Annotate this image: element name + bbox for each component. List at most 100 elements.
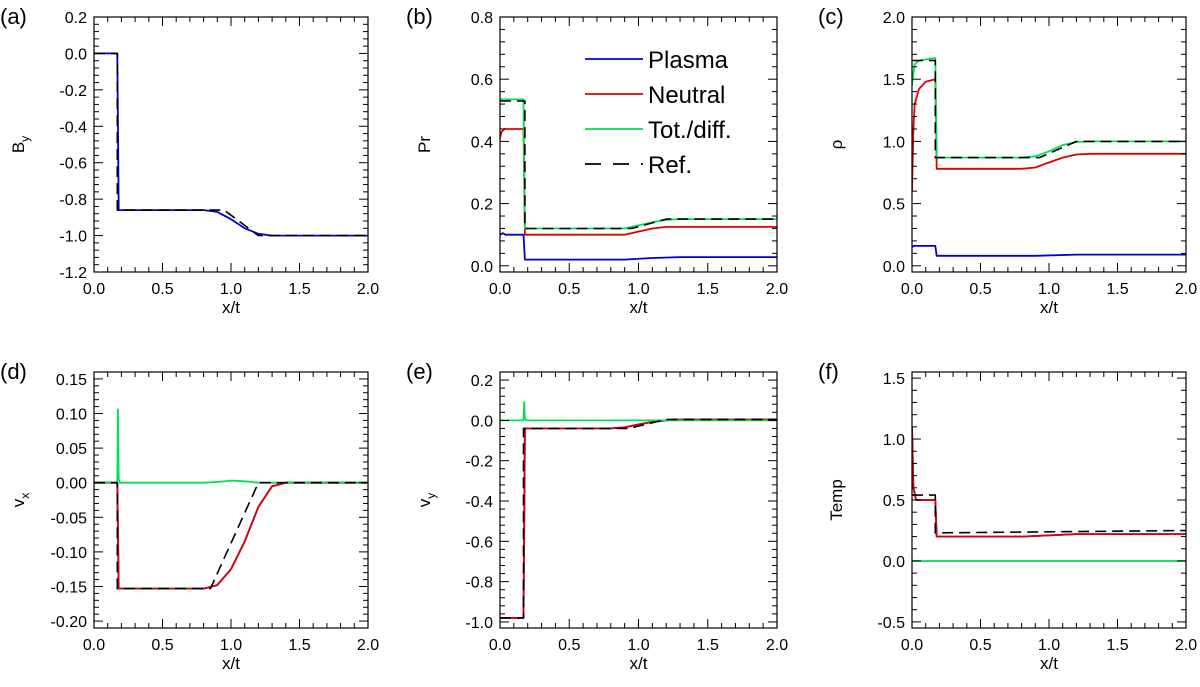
y-tick-label: -0.2 (465, 454, 493, 471)
legend-label-plasma: Plasma (648, 47, 729, 74)
series-line-plasma (94, 52, 368, 237)
y-tick-label: 0.0 (883, 259, 905, 276)
x-tick-label: 1.0 (220, 281, 242, 298)
series-group (500, 98, 777, 261)
y-tick-label: 0.0 (65, 46, 87, 63)
x-tick-label: 2.0 (1175, 637, 1197, 654)
y-tick-label: 1.0 (883, 134, 905, 151)
panel-a: 0.0 0.5 1.0 1.5 2.0 0.2 0.0 -0.2 -0.4 -0.6 -0.8 -1.… (0, 4, 379, 317)
y-tick-label: -0.05 (51, 510, 88, 527)
panel-label: (a) (0, 4, 27, 29)
y-tick-label: -1.2 (59, 265, 87, 282)
series-group (94, 52, 368, 237)
x-tick-label: 0.0 (901, 281, 923, 298)
y-axis-label: vy (415, 493, 438, 508)
y-tick-label: -0.2 (59, 83, 87, 100)
y-tick-label: 0.15 (56, 372, 87, 389)
y-tick-label: 0.2 (65, 10, 87, 27)
series-group (94, 408, 368, 590)
x-tick-label: 2.0 (766, 281, 788, 298)
x-tick-label: 0.5 (151, 281, 173, 298)
x-tick-label: 0.5 (151, 637, 173, 654)
x-tick-label: 1.0 (220, 637, 242, 654)
y-tick-label: 0.0 (471, 413, 493, 430)
series-line-plasma (500, 418, 777, 619)
legend-label-neutral: Neutral (648, 82, 725, 109)
x-tick-label: 2.0 (357, 281, 379, 298)
y-tick-label: -1.0 (465, 615, 493, 632)
y-tick-label: -0.10 (51, 545, 88, 562)
y-axis-label: Pr (415, 136, 434, 153)
x-tick-label: 2.0 (1175, 281, 1197, 298)
series-line-neutral (94, 481, 368, 590)
panel-b: 0.0 0.5 1.0 1.5 2.0 0.0 0.2 0.4 0.6 0.8 x/t Pr (b) Pl… (406, 4, 788, 317)
y-tick-label: -0.5 (877, 615, 905, 632)
panel-label: (c) (818, 4, 844, 29)
x-axis-label: x/t (630, 654, 648, 673)
legend-label-reference: Ref. (648, 152, 692, 179)
x-tick-label: 1.5 (288, 637, 310, 654)
x-tick-label: 1.5 (1106, 637, 1128, 654)
y-tick-label: -0.4 (59, 119, 87, 136)
y-tick-label: -0.4 (465, 494, 493, 511)
plot-frame (499, 371, 778, 629)
panel-d: 0.0 0.5 1.0 1.5 2.0 0.15 0.10 0.05 0.00 -0.05 -0.1… (0, 359, 379, 673)
series-line-total (94, 408, 368, 484)
y-tick-label: 0.5 (883, 197, 905, 214)
x-tick-label: 2.0 (766, 637, 788, 654)
y-axis-label: By (9, 136, 32, 153)
x-tick-label: 0.0 (83, 281, 105, 298)
series-line-plasma (912, 244, 1186, 257)
y-tick-label: -0.6 (59, 156, 87, 173)
x-axis-label: x/t (222, 654, 240, 673)
y-axis-label: Temp (827, 479, 846, 521)
y-tick-label: 0.0 (471, 259, 493, 276)
series-line-neutral (500, 128, 777, 236)
y-tick-label: 0.05 (56, 441, 87, 458)
x-tick-label: 1.5 (697, 281, 719, 298)
y-tick-label: 0.8 (471, 10, 493, 27)
legend: Plasma Neutral Tot./diff. Ref. (585, 47, 732, 179)
x-tick-label: 0.5 (969, 637, 991, 654)
panel-e: 0.0 0.5 1.0 1.5 2.0 0.2 0.0 -0.2 -0.4 -0.6 -0.8 -1.… (406, 359, 788, 673)
x-axis-label: x/t (630, 298, 648, 317)
y-tick-label: 1.5 (883, 72, 905, 89)
x-tick-label: 0.5 (969, 281, 991, 298)
x-tick-label: 2.0 (357, 637, 379, 654)
series-line-total (500, 401, 777, 422)
y-tick-label: -0.20 (51, 614, 88, 631)
series-line-neutral (912, 426, 1186, 538)
y-tick-label: 1.5 (883, 371, 905, 388)
x-tick-label: 1.0 (1038, 281, 1060, 298)
x-tick-label: 1.5 (288, 281, 310, 298)
x-axis-label: x/t (222, 298, 240, 317)
x-tick-label: 1.0 (1038, 637, 1060, 654)
series-group (500, 401, 777, 619)
series-line-total (912, 57, 1186, 159)
y-tick-label: -1.0 (59, 229, 87, 246)
x-tick-label: 0.5 (558, 637, 580, 654)
x-tick-label: 0.5 (558, 281, 580, 298)
series-line-reference (94, 52, 368, 237)
series-line-plasma (500, 232, 777, 261)
panel-c: 0.0 0.5 1.0 1.5 2.0 0.0 0.5 1.0 1.5 2.0 x/t ρ (c) (818, 4, 1197, 317)
y-tick-label: -0.8 (465, 575, 493, 592)
series-line-reference (500, 418, 777, 619)
panel-f: 0.0 0.5 1.0 1.5 2.0 1.5 1.0 0.5 0.0 -0.5 x/t Temp (f… (818, 359, 1197, 673)
series-line-reference (912, 59, 1186, 159)
series-group (912, 426, 1186, 562)
plot-frame (499, 16, 778, 273)
x-axis-label: x/t (1040, 298, 1058, 317)
plot-frame (93, 16, 369, 273)
y-tick-label: 0.4 (471, 134, 493, 151)
series-line-reference (94, 481, 368, 590)
x-tick-label: 0.0 (83, 637, 105, 654)
panel-label: (d) (0, 359, 27, 384)
x-tick-label: 1.5 (1106, 281, 1128, 298)
panel-label: (e) (406, 359, 433, 384)
series-line-neutral (912, 78, 1186, 192)
panel-label: (b) (406, 4, 433, 29)
y-tick-label: 2.0 (883, 10, 905, 27)
series-line-reference (912, 494, 1186, 534)
